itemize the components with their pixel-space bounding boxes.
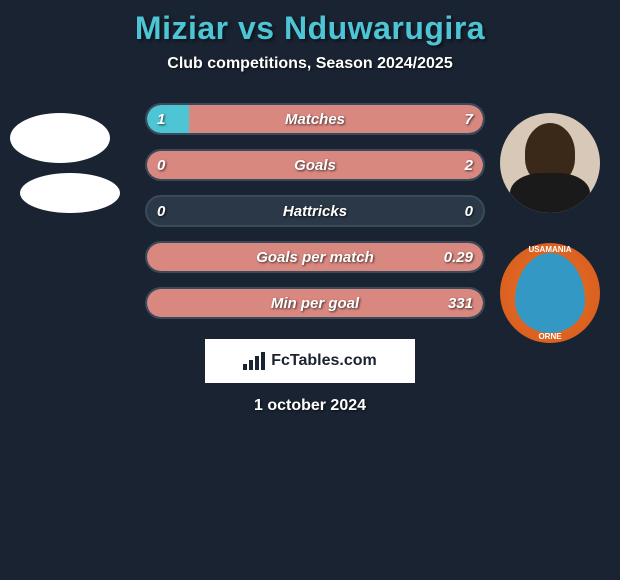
stat-left-value: 1 xyxy=(157,111,165,128)
stat-right-value: 2 xyxy=(465,157,473,174)
stat-label: Min per goal xyxy=(271,295,359,312)
content-area: USAMANIA ORNE 1 Matches 7 0 Goals 2 xyxy=(0,103,620,415)
stat-row-hattricks: 0 Hattricks 0 xyxy=(145,195,485,227)
date-line: 1 october 2024 xyxy=(0,397,620,415)
stat-right-value: 0.29 xyxy=(444,249,473,266)
page-title: Miziar vs Nduwarugira xyxy=(0,10,620,47)
stat-label: Hattricks xyxy=(283,203,347,220)
badge-text-bottom: ORNE xyxy=(500,332,600,341)
stat-left-value: 0 xyxy=(157,157,165,174)
stat-right-value: 0 xyxy=(465,203,473,220)
team-left-badge xyxy=(20,173,120,213)
bars-icon xyxy=(243,352,265,370)
stat-label: Goals per match xyxy=(256,249,374,266)
stat-row-min-per-goal: Min per goal 331 xyxy=(145,287,485,319)
stat-label: Goals xyxy=(294,157,336,174)
avatar-body-shape xyxy=(510,173,590,213)
stat-row-matches: 1 Matches 7 xyxy=(145,103,485,135)
player-right-avatar xyxy=(500,113,600,213)
footer-brand-text: FcTables.com xyxy=(271,352,377,370)
badge-inner-shape xyxy=(515,253,585,333)
comparison-container: Miziar vs Nduwarugira Club competitions,… xyxy=(0,0,620,415)
player-left-avatar xyxy=(10,113,110,163)
stat-row-goals: 0 Goals 2 xyxy=(145,149,485,181)
stat-right-value: 331 xyxy=(448,295,473,312)
stat-label: Matches xyxy=(285,111,345,128)
stat-right-value: 7 xyxy=(465,111,473,128)
stat-left-value: 0 xyxy=(157,203,165,220)
footer-brand-badge: FcTables.com xyxy=(205,339,415,383)
team-right-badge: USAMANIA ORNE xyxy=(500,243,600,343)
subtitle: Club competitions, Season 2024/2025 xyxy=(0,55,620,73)
stat-row-goals-per-match: Goals per match 0.29 xyxy=(145,241,485,273)
stats-rows: 1 Matches 7 0 Goals 2 0 Hattricks 0 xyxy=(135,103,485,319)
stat-fill-left xyxy=(147,105,189,133)
